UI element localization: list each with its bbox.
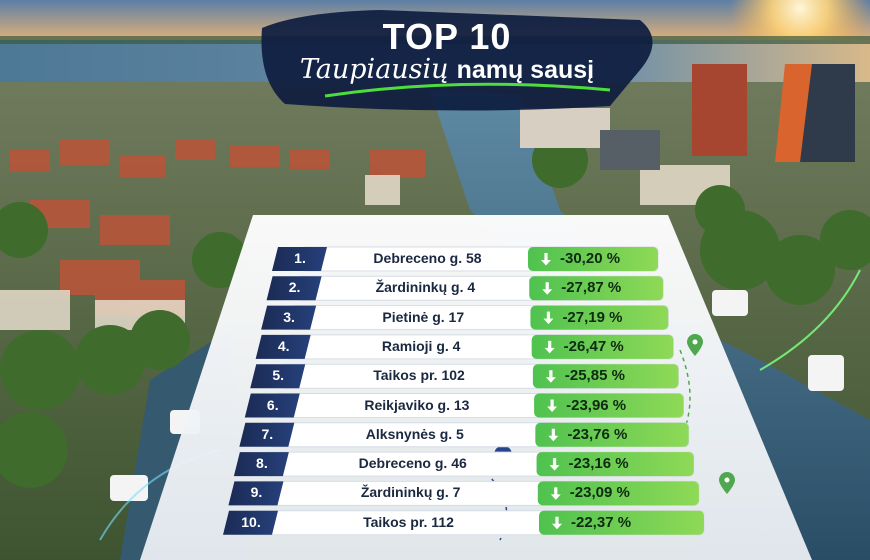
down-arrow-icon bbox=[550, 487, 561, 500]
rank-badge bbox=[272, 247, 327, 271]
rank-badge bbox=[250, 364, 306, 389]
down-arrow-icon bbox=[547, 399, 558, 412]
table-row bbox=[239, 422, 690, 448]
table-row bbox=[228, 480, 700, 506]
title-subtitle: Taupiausių namų sausį bbox=[262, 54, 632, 85]
change-value: -23,76 % bbox=[567, 425, 628, 443]
rank-badge bbox=[266, 276, 322, 301]
table-row bbox=[261, 305, 669, 331]
rank-number: 1. bbox=[294, 250, 306, 266]
change-pill bbox=[534, 393, 684, 418]
address-label: Taikos pr. 112 bbox=[363, 513, 454, 530]
change-pill bbox=[535, 422, 689, 447]
table-row bbox=[255, 334, 674, 360]
change-pill bbox=[531, 334, 674, 359]
change-pill bbox=[530, 305, 669, 330]
change-value: -22,37 % bbox=[571, 513, 632, 531]
rank-number: 7. bbox=[261, 425, 274, 442]
rank-number: 10. bbox=[241, 513, 261, 530]
rank-number: 2. bbox=[288, 279, 301, 296]
table-row bbox=[250, 363, 679, 389]
rank-badge bbox=[261, 305, 317, 330]
down-arrow-icon bbox=[549, 458, 560, 471]
rank-number: 5. bbox=[272, 367, 285, 384]
title-banner: TOP 10 Taupiausių namų sausį bbox=[262, 8, 632, 108]
down-arrow-icon bbox=[543, 311, 554, 325]
location-pin-icon bbox=[687, 334, 703, 356]
change-value: -27,87 % bbox=[561, 279, 622, 297]
title-rest: namų sausį bbox=[456, 56, 595, 84]
rank-badge bbox=[228, 481, 284, 506]
location-pin-icon bbox=[719, 472, 735, 494]
change-value: -30,20 % bbox=[560, 250, 621, 267]
change-value: -23,09 % bbox=[569, 484, 630, 502]
change-value: -25,85 % bbox=[564, 367, 625, 385]
address-label: Ramioji g. 4 bbox=[381, 337, 461, 354]
rank-badge bbox=[233, 452, 289, 477]
address-label: Debreceno g. 58 bbox=[373, 250, 482, 266]
address-label: Žardininkų g. 7 bbox=[360, 484, 461, 501]
address-label: Taikos pr. 102 bbox=[373, 367, 465, 384]
address-label: Alksnynės g. 5 bbox=[365, 425, 464, 442]
table-row bbox=[223, 510, 705, 536]
address-label: Žardininkų g. 4 bbox=[375, 279, 476, 296]
table-row bbox=[266, 275, 664, 301]
rank-badge bbox=[239, 422, 295, 447]
down-arrow-icon bbox=[541, 253, 551, 266]
address-label: Pietinė g. 17 bbox=[382, 308, 465, 325]
rank-number: 9. bbox=[250, 484, 263, 501]
address-label: Debreceno g. 46 bbox=[358, 455, 467, 472]
change-pill bbox=[539, 510, 704, 535]
down-arrow-icon bbox=[542, 282, 553, 295]
down-arrow-icon bbox=[545, 370, 556, 383]
rank-badge bbox=[223, 510, 278, 535]
down-arrow-icon bbox=[548, 428, 559, 442]
table-row bbox=[233, 451, 695, 477]
table-row bbox=[272, 246, 659, 272]
change-value: -27,19 % bbox=[562, 308, 623, 326]
title-script-word: Taupiausių bbox=[299, 54, 449, 85]
change-value: -26,47 % bbox=[563, 337, 624, 355]
change-pill bbox=[528, 247, 658, 271]
address-label: Reikjaviko g. 13 bbox=[364, 396, 470, 413]
change-pill bbox=[532, 364, 679, 389]
change-pill bbox=[536, 452, 694, 477]
rank-badge bbox=[244, 393, 300, 418]
rank-number: 3. bbox=[283, 308, 295, 325]
change-value: -23,16 % bbox=[568, 455, 629, 473]
rank-number: 4. bbox=[277, 337, 290, 354]
rank-number: 8. bbox=[256, 455, 268, 472]
down-arrow-icon bbox=[544, 340, 555, 354]
change-pill bbox=[529, 276, 664, 301]
rank-number: 6. bbox=[266, 396, 279, 413]
change-pill bbox=[537, 481, 699, 506]
change-value: -23,96 % bbox=[566, 396, 627, 414]
rank-badge bbox=[255, 334, 311, 359]
title-top: TOP 10 bbox=[382, 16, 512, 57]
down-arrow-icon bbox=[552, 516, 562, 530]
table-row bbox=[244, 393, 685, 418]
